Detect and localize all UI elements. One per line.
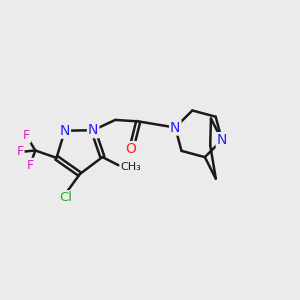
Text: N: N — [88, 123, 98, 137]
Text: F: F — [26, 159, 34, 172]
Text: O: O — [125, 142, 136, 156]
Text: N: N — [60, 124, 70, 138]
Text: F: F — [16, 146, 24, 158]
Text: F: F — [23, 129, 30, 142]
Text: CH₃: CH₃ — [120, 162, 141, 172]
Text: N: N — [217, 133, 227, 147]
Text: Cl: Cl — [59, 191, 72, 204]
Text: N: N — [170, 121, 180, 135]
